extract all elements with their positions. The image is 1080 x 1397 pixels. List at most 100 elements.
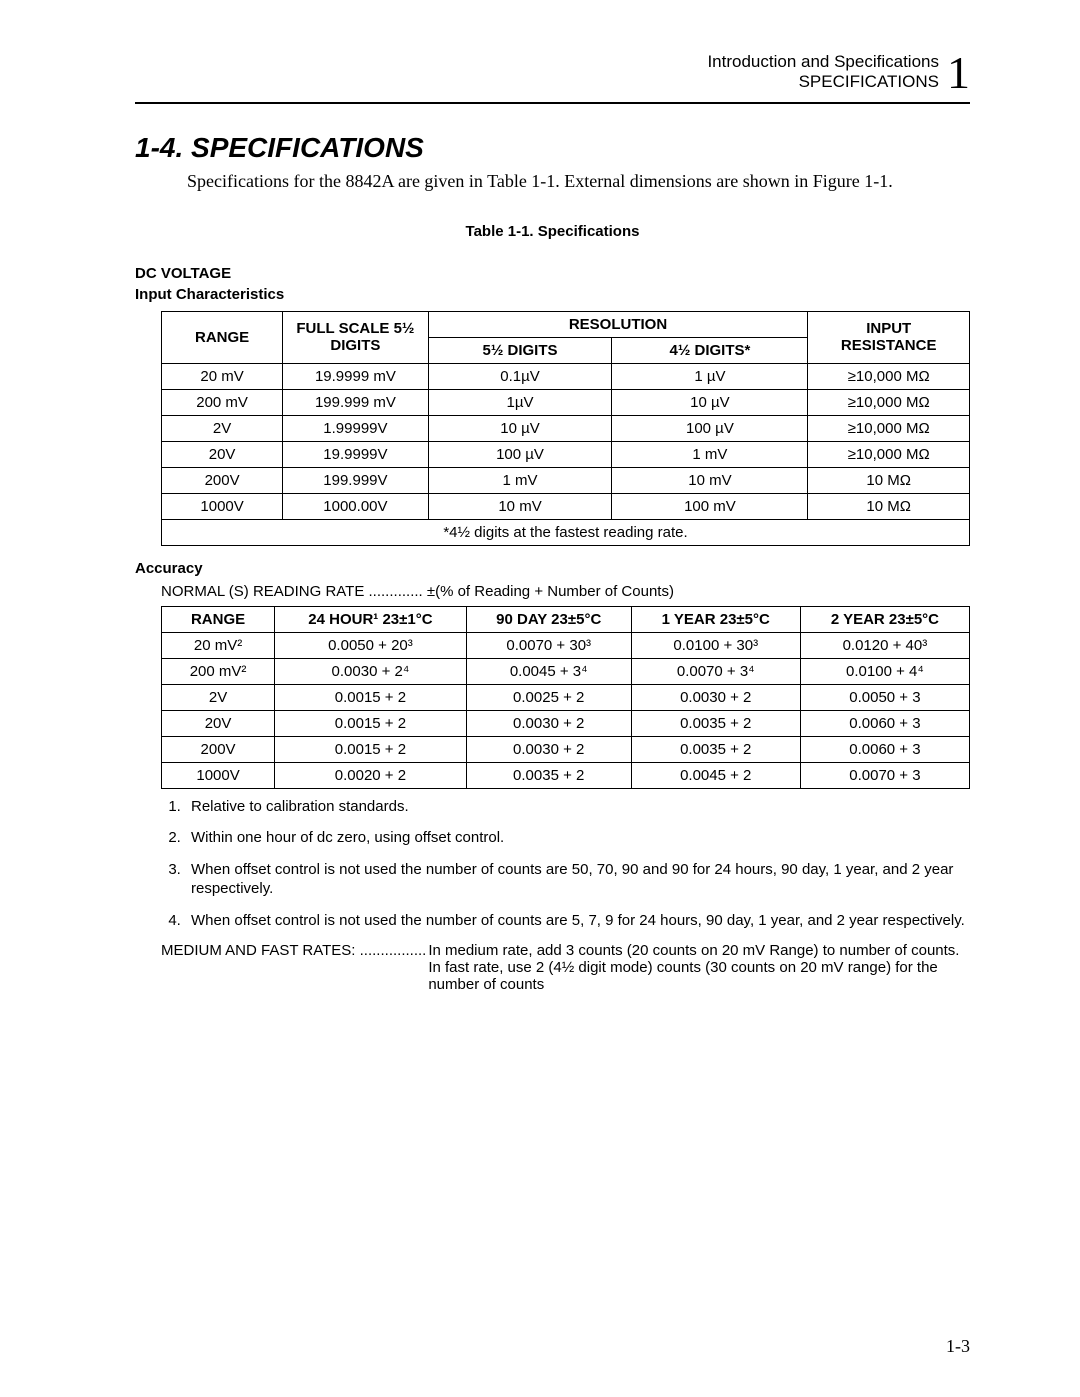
table-cell: 0.0035 + 2 <box>466 762 631 788</box>
table-cell: 10 mV <box>428 493 612 519</box>
table-cell: ≥10,000 MΩ <box>808 389 970 415</box>
table-cell: 0.0120 + 40³ <box>800 632 969 658</box>
table-cell: 1 mV <box>428 467 612 493</box>
table-cell: 20 mV² <box>162 632 275 658</box>
table-cell: 1µV <box>428 389 612 415</box>
table-cell: 0.0015 + 2 <box>275 736 467 762</box>
acc-col-h24: 24 HOUR¹ 23±1°C <box>308 611 432 628</box>
table-cell: 200V <box>162 467 283 493</box>
table-cell: 2V <box>162 684 275 710</box>
note-item: Relative to calibration standards. <box>185 797 970 817</box>
table-cell: 1000V <box>162 762 275 788</box>
table-cell: 199.999V <box>283 467 428 493</box>
dcv-heading: DC VOLTAGE Input Characteristics <box>135 264 970 305</box>
table-cell: 0.0060 + 3 <box>800 736 969 762</box>
table-cell: ≥10,000 MΩ <box>808 441 970 467</box>
table-cell: 100 mV <box>612 493 808 519</box>
acc-col-y2: 2 YEAR 23±5°C <box>831 611 939 628</box>
table-cell: 2V <box>162 415 283 441</box>
acc-col-y1: 1 YEAR 23±5°C <box>662 611 770 628</box>
reading-rate: NORMAL (S) READING RATE ............. ±(… <box>161 583 970 600</box>
acc-table-block: RANGE 24 HOUR¹ 23±1°C 90 DAY 23±5°C 1 YE… <box>161 606 970 789</box>
table-cell: 0.0050 + 20³ <box>275 632 467 658</box>
table-cell: 100 µV <box>612 415 808 441</box>
dcv-heading-1: DC VOLTAGE <box>135 265 231 282</box>
table-cell: 0.0030 + 2 <box>631 684 800 710</box>
table-row: 20V19.9999V100 µV1 mV≥10,000 MΩ <box>162 441 970 467</box>
table-cell: 19.9999 mV <box>283 363 428 389</box>
dcv-table: RANGE FULL SCALE 5½ DIGITS RESOLUTION IN… <box>161 311 970 546</box>
table-cell: 200 mV² <box>162 658 275 684</box>
table-cell: 0.1µV <box>428 363 612 389</box>
table-cell: 0.0070 + 3⁴ <box>631 658 800 684</box>
header-intro: Introduction and Specifications <box>707 52 939 72</box>
table-row: 20 mV²0.0050 + 20³0.0070 + 30³0.0100 + 3… <box>162 632 970 658</box>
page-header: Introduction and Specifications SPECIFIC… <box>135 50 970 96</box>
col-full-a: FULL SCALE 5½ <box>296 320 414 337</box>
section-body: Specifications for the 8842A are given i… <box>187 170 970 193</box>
acc-table: RANGE 24 HOUR¹ 23±1°C 90 DAY 23±5°C 1 YE… <box>161 606 970 789</box>
acc-col-d90: 90 DAY 23±5°C <box>496 611 601 628</box>
table-cell: 0.0060 + 3 <box>800 710 969 736</box>
table-cell: 200 mV <box>162 389 283 415</box>
table-row: 2V1.99999V10 µV100 µV≥10,000 MΩ <box>162 415 970 441</box>
table-cell: 0.0030 + 2 <box>466 736 631 762</box>
dcv-table-block: RANGE FULL SCALE 5½ DIGITS RESOLUTION IN… <box>161 311 970 546</box>
table-cell: 0.0100 + 4⁴ <box>800 658 969 684</box>
table-cell: 0.0050 + 3 <box>800 684 969 710</box>
table-cell: ≥10,000 MΩ <box>808 363 970 389</box>
header-rule <box>135 102 970 104</box>
col-r55: 5½ DIGITS <box>483 342 558 359</box>
table-caption: Table 1-1. Specifications <box>135 223 970 240</box>
table-cell: 20V <box>162 441 283 467</box>
col-input-a: INPUT <box>866 320 911 337</box>
page-number: 1-3 <box>946 1336 970 1357</box>
col-input-b: RESISTANCE <box>841 337 937 354</box>
table-cell: 0.0015 + 2 <box>275 710 467 736</box>
col-range: RANGE <box>195 329 249 346</box>
table-row: 200V0.0015 + 20.0030 + 20.0035 + 20.0060… <box>162 736 970 762</box>
table-row: 20 mV19.9999 mV0.1µV1 µV≥10,000 MΩ <box>162 363 970 389</box>
table-cell: 10 MΩ <box>808 467 970 493</box>
rates-text: In medium rate, add 3 counts (20 counts … <box>428 942 970 993</box>
table-cell: 0.0035 + 2 <box>631 736 800 762</box>
table-cell: 199.999 mV <box>283 389 428 415</box>
table-cell: 0.0045 + 3⁴ <box>466 658 631 684</box>
table-cell: 0.0030 + 2 <box>466 710 631 736</box>
table-cell: 0.0045 + 2 <box>631 762 800 788</box>
table-cell: 10 MΩ <box>808 493 970 519</box>
table-cell: 1.99999V <box>283 415 428 441</box>
table-row: 1000V1000.00V10 mV100 mV10 MΩ <box>162 493 970 519</box>
table-cell: 1 mV <box>612 441 808 467</box>
note-item: When offset control is not used the numb… <box>185 860 970 899</box>
table-cell: 20 mV <box>162 363 283 389</box>
col-r45: 4½ DIGITS* <box>669 342 750 359</box>
header-spec: SPECIFICATIONS <box>707 72 939 92</box>
table-row: 20V0.0015 + 20.0030 + 20.0035 + 20.0060 … <box>162 710 970 736</box>
table-cell: 20V <box>162 710 275 736</box>
dcv-heading-2: Input Characteristics <box>135 286 284 303</box>
table-cell: 0.0030 + 2⁴ <box>275 658 467 684</box>
table-cell: 1 µV <box>612 363 808 389</box>
table-cell: 10 µV <box>612 389 808 415</box>
table-cell: 0.0025 + 2 <box>466 684 631 710</box>
rates-label: MEDIUM AND FAST RATES: ................ <box>161 942 426 993</box>
table-cell: 1000.00V <box>283 493 428 519</box>
table-row: 200 mV199.999 mV1µV10 µV≥10,000 MΩ <box>162 389 970 415</box>
table-cell: 0.0020 + 2 <box>275 762 467 788</box>
table-cell: 200V <box>162 736 275 762</box>
table-row: 200 mV²0.0030 + 2⁴0.0045 + 3⁴0.0070 + 3⁴… <box>162 658 970 684</box>
table-cell: 10 mV <box>612 467 808 493</box>
accuracy-notes: Relative to calibration standards.Within… <box>161 797 970 931</box>
rates-block: MEDIUM AND FAST RATES: ................ … <box>161 942 970 993</box>
table-cell: 0.0100 + 30³ <box>631 632 800 658</box>
table-cell: 10 µV <box>428 415 612 441</box>
chapter-number: 1 <box>947 50 970 96</box>
table-cell: 100 µV <box>428 441 612 467</box>
note-item: When offset control is not used the numb… <box>185 911 970 931</box>
acc-col-range: RANGE <box>191 611 245 628</box>
table-row: 2V0.0015 + 20.0025 + 20.0030 + 20.0050 +… <box>162 684 970 710</box>
table-cell: 19.9999V <box>283 441 428 467</box>
table-cell: 0.0015 + 2 <box>275 684 467 710</box>
section-title: 1-4. SPECIFICATIONS <box>135 132 970 164</box>
